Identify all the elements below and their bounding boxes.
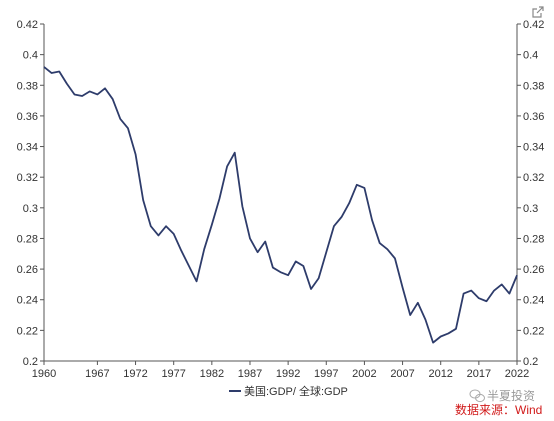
- y-tick-label-right: 0.38: [523, 80, 544, 92]
- series-layer: [43, 66, 518, 344]
- y-tick-label-right: 0.36: [523, 111, 544, 123]
- y-tick-label-right: 0.42: [523, 19, 544, 31]
- x-tick-label: 1967: [85, 368, 109, 380]
- x-tick-label: 1987: [238, 368, 262, 380]
- x-tick-label: 1960: [32, 368, 56, 380]
- x-tick-label: 1997: [314, 368, 338, 380]
- x-tick-label: 2012: [428, 368, 452, 380]
- y-tick-label-right: 0.26: [523, 264, 544, 276]
- y-tick-label-left: 0.36: [17, 111, 38, 123]
- y-tick-label-right: 0.34: [523, 142, 544, 154]
- series-line: [43, 66, 518, 344]
- y-tick-label-right: 0.28: [523, 233, 544, 245]
- x-tick-label: 1992: [276, 368, 300, 380]
- x-tick-label: 1977: [161, 368, 185, 380]
- y-tick-label-left: 0.28: [17, 233, 38, 245]
- x-tick-label: 2017: [467, 368, 491, 380]
- y-tick-label-left: 0.2: [23, 356, 38, 368]
- wechat-icon: [469, 389, 485, 403]
- y-tick-label-left: 0.32: [17, 172, 38, 184]
- y-tick-label-left: 0.34: [17, 142, 38, 154]
- legend-label: 美国:GDP/ 全球:GDP: [244, 384, 348, 398]
- y-axis-left: 0.2 0.22 0.24 0.26 0.28 0.3 0.32 0.34 0.36 0.38 0.…: [17, 19, 44, 368]
- y-tick-label-right: 0.4: [523, 50, 538, 62]
- open-external-icon[interactable]: [532, 6, 544, 18]
- y-tick-label-left: 0.22: [17, 325, 38, 337]
- y-tick-label-left: 0.42: [17, 19, 38, 31]
- x-tick-label: 1982: [200, 368, 224, 380]
- y-tick-label-right: 0.24: [523, 295, 544, 307]
- y-tick-label-left: 0.3: [23, 203, 38, 215]
- watermark: 半夏投资 数据来源：Wind: [455, 388, 542, 417]
- y-tick-label-right: 0.32: [523, 172, 544, 184]
- y-tick-label-left: 0.26: [17, 264, 38, 276]
- watermark-text: 半夏投资: [487, 388, 535, 403]
- y-axis-right: 0.2 0.22 0.24 0.26 0.28 0.3 0.32 0.34 0.36 0.38 0.…: [517, 19, 544, 368]
- y-tick-label-left: 0.38: [17, 80, 38, 92]
- data-source-label: 数据来源：Wind: [455, 402, 542, 417]
- y-tick-label-right: 0.3: [523, 203, 538, 215]
- y-tick-label-left: 0.24: [17, 295, 38, 307]
- y-tick-label-left: 0.4: [23, 50, 38, 62]
- legend[interactable]: 美国:GDP/ 全球:GDP: [229, 384, 348, 398]
- y-tick-label-right: 0.2: [523, 356, 538, 368]
- x-tick-label: 2002: [352, 368, 376, 380]
- x-tick-label: 2022: [505, 368, 529, 380]
- y-tick-label-right: 0.22: [523, 325, 544, 337]
- chart-axes: [43, 24, 518, 362]
- x-tick-label: 1972: [123, 368, 147, 380]
- x-axis: 1960 1967 1972 1977 1982 1987 1992 1997 2002 2007…: [32, 361, 529, 380]
- x-tick-label: 2007: [390, 368, 414, 380]
